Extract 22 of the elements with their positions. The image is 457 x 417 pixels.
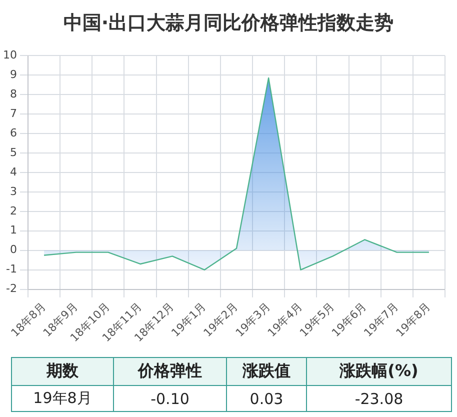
text: 涨跌值: [226, 358, 306, 386]
text: 期数: [12, 358, 114, 386]
text: 19年8月: [12, 386, 114, 412]
chart-title: 中国·出口大蒜月同比价格弹性指数走势: [62, 11, 395, 36]
y-tick-label: 0: [10, 243, 17, 256]
y-tick-label: 2: [10, 204, 17, 218]
y-tick-label: 1: [10, 224, 17, 237]
y-tick-label: 3: [10, 184, 17, 198]
text: 0.03: [226, 386, 306, 412]
y-tick-label: 4: [10, 165, 17, 178]
text: -0.10: [114, 386, 226, 412]
y-tick-label: 5: [10, 146, 17, 159]
text: -23.08: [306, 386, 452, 412]
y-tick-label: -1: [6, 262, 17, 276]
text: 价格弹性: [114, 358, 226, 386]
text: 涨跌幅(%): [306, 358, 452, 386]
y-tick-label: 6: [10, 126, 17, 140]
y-tick-label: 10: [2, 48, 17, 62]
y-tick-label: 7: [10, 106, 17, 120]
y-tick-label: 9: [10, 68, 17, 81]
y-tick-label: 8: [10, 87, 17, 100]
y-tick-label: -2: [6, 282, 17, 296]
